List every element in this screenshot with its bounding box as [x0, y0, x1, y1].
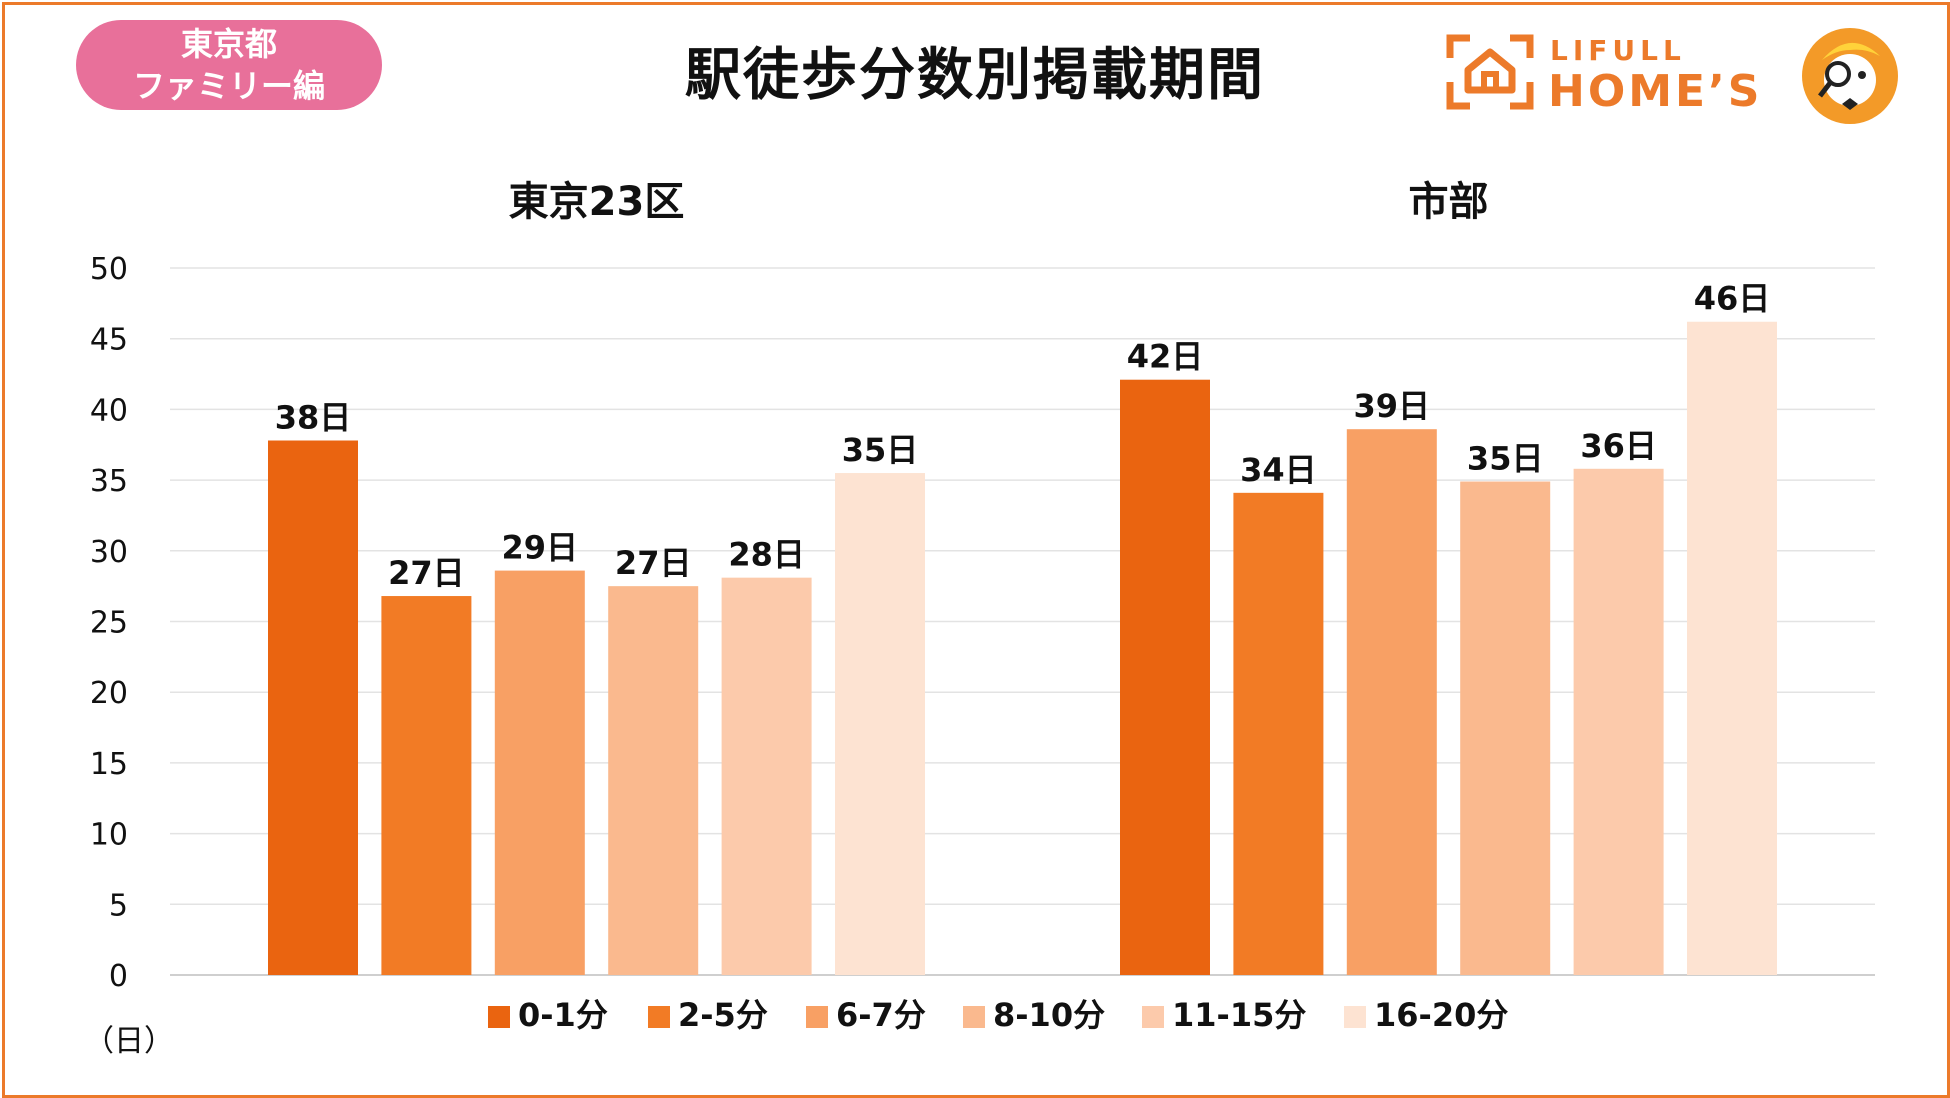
data-label: 36日: [1580, 427, 1657, 465]
y-tick-label: 50: [90, 252, 128, 287]
logo-text-small: LIFULL: [1550, 34, 1686, 67]
legend-swatch: [488, 1006, 510, 1028]
group-title: 東京23区: [509, 179, 685, 225]
data-label: 27日: [615, 544, 692, 582]
y-tick-label: 0: [109, 959, 128, 994]
legend-label: 8-10分: [993, 996, 1105, 1034]
badge-line-1: 東京都: [180, 25, 277, 63]
page-title: 駅徒歩分数別掲載期間: [685, 43, 1265, 108]
group-title: 市部: [1409, 179, 1489, 225]
bar: [1346, 429, 1437, 975]
y-tick-label: 10: [90, 818, 128, 853]
y-axis-unit-label: （日）: [84, 1024, 174, 1059]
region-badge: 東京都 ファミリー編: [76, 20, 382, 110]
bar: [381, 596, 472, 975]
data-label: 27日: [388, 554, 465, 592]
legend-swatch: [963, 1006, 985, 1028]
bar: [494, 570, 585, 975]
data-label: 34日: [1240, 451, 1317, 489]
data-label: 38日: [275, 399, 352, 437]
bar: [1120, 379, 1210, 975]
bar: [268, 440, 358, 975]
y-tick-label: 5: [109, 888, 128, 923]
bar: [1573, 468, 1664, 975]
badge-line-2: ファミリー編: [132, 67, 325, 105]
data-label: 42日: [1127, 338, 1204, 376]
bar: [835, 473, 925, 975]
bar: [608, 586, 699, 975]
legend-label: 11-15分: [1172, 996, 1306, 1034]
bar: [1233, 492, 1324, 975]
legend-swatch: [1142, 1006, 1164, 1028]
data-label: 28日: [728, 536, 805, 574]
legend-label: 16-20分: [1374, 996, 1508, 1034]
legend-swatch: [1344, 1006, 1366, 1028]
y-tick-label: 40: [90, 393, 128, 428]
legend-label: 6-7分: [836, 996, 926, 1034]
y-tick-label: 30: [90, 535, 128, 570]
y-tick-label: 15: [90, 747, 128, 782]
bar: [721, 577, 812, 975]
y-tick-label: 45: [90, 323, 128, 358]
legend-label: 0-1分: [518, 996, 608, 1034]
legend-label: 2-5分: [678, 996, 768, 1034]
bar: [1460, 481, 1551, 975]
data-label: 46日: [1694, 280, 1771, 318]
data-label: 29日: [502, 529, 579, 567]
y-tick-label: 20: [90, 676, 128, 711]
data-label: 39日: [1354, 387, 1431, 425]
lifull-homes-logo: LIFULL HOME’S: [1440, 20, 1910, 130]
data-label: 35日: [1467, 440, 1544, 478]
bar: [1687, 321, 1777, 975]
data-label: 35日: [842, 431, 919, 469]
y-tick-label: 35: [90, 464, 128, 499]
legend-swatch: [648, 1006, 670, 1028]
y-tick-label: 25: [90, 606, 128, 641]
house-icon: [1446, 34, 1534, 110]
mascot-icon: [1802, 28, 1898, 124]
legend-swatch: [806, 1006, 828, 1028]
logo-text-big: HOME’S: [1548, 66, 1763, 117]
